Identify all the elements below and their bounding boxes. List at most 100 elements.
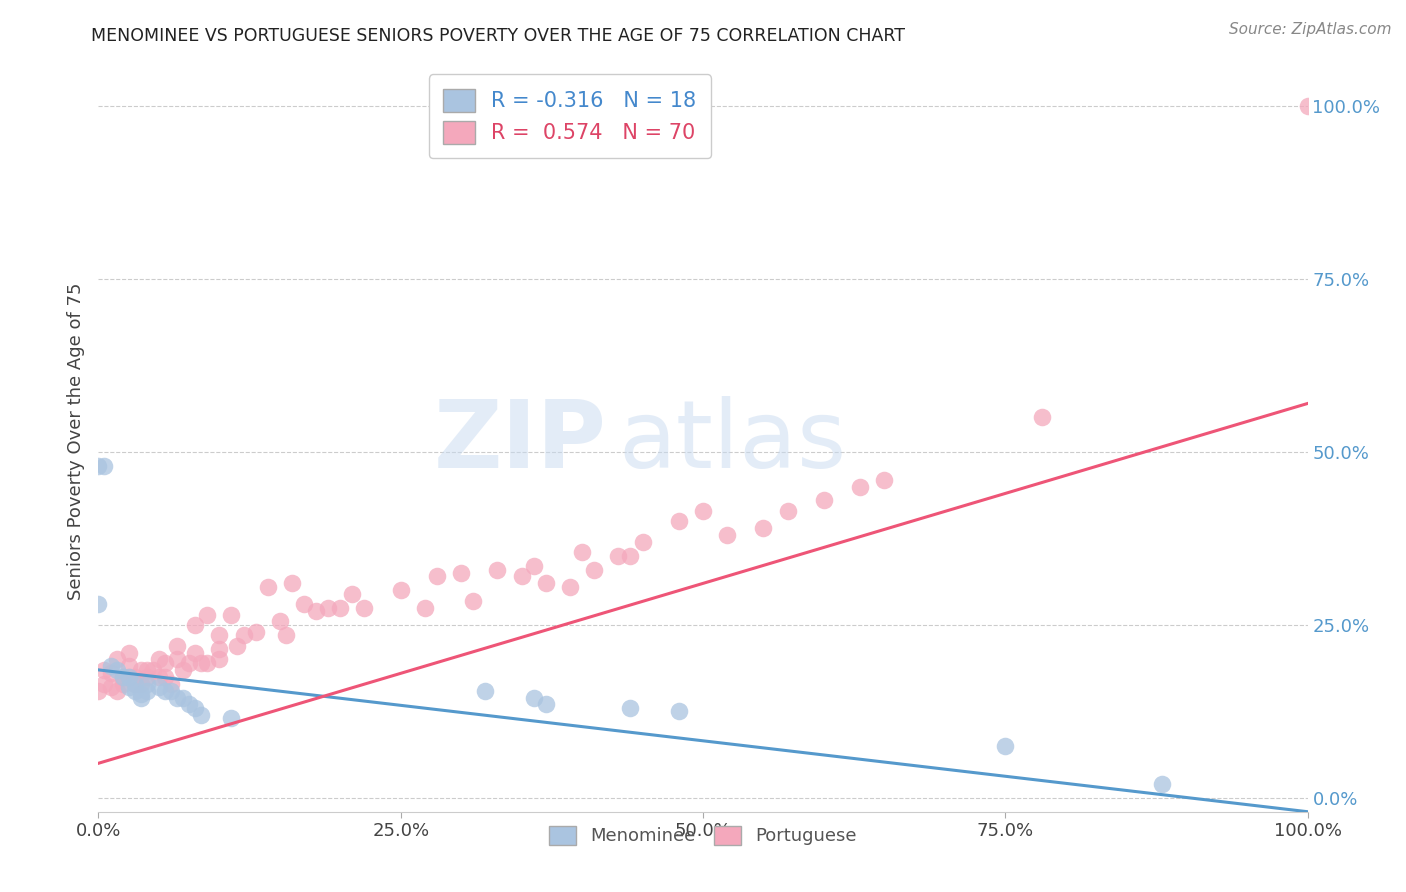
Point bbox=[316, 600, 339, 615]
Point bbox=[305, 604, 328, 618]
Point bbox=[184, 618, 207, 632]
Point bbox=[221, 607, 243, 622]
Point bbox=[87, 597, 110, 611]
Point bbox=[510, 569, 533, 583]
Point bbox=[413, 600, 436, 615]
Point bbox=[184, 701, 207, 715]
Point bbox=[153, 683, 176, 698]
Point bbox=[184, 646, 207, 660]
Point bbox=[118, 670, 141, 684]
Point bbox=[195, 656, 218, 670]
Point bbox=[1152, 777, 1174, 791]
Point bbox=[463, 593, 485, 607]
Point bbox=[619, 549, 641, 563]
Point bbox=[160, 676, 183, 690]
Point bbox=[342, 587, 364, 601]
Point bbox=[208, 642, 231, 657]
Point bbox=[153, 670, 176, 684]
Point bbox=[426, 569, 449, 583]
Point bbox=[692, 504, 714, 518]
Point bbox=[232, 628, 254, 642]
Point bbox=[994, 739, 1017, 753]
Point bbox=[148, 652, 170, 666]
Point bbox=[111, 670, 134, 684]
Point bbox=[776, 504, 799, 518]
Point bbox=[281, 576, 304, 591]
Point bbox=[873, 473, 896, 487]
Point bbox=[118, 659, 141, 673]
Point bbox=[179, 656, 201, 670]
Text: MENOMINEE VS PORTUGUESE SENIORS POVERTY OVER THE AGE OF 75 CORRELATION CHART: MENOMINEE VS PORTUGUESE SENIORS POVERTY … bbox=[91, 27, 905, 45]
Point bbox=[148, 680, 170, 694]
Point bbox=[135, 676, 157, 690]
Point bbox=[245, 624, 267, 639]
Point bbox=[1296, 99, 1319, 113]
Point bbox=[153, 656, 176, 670]
Point bbox=[124, 676, 146, 690]
Point bbox=[105, 683, 128, 698]
Point bbox=[100, 680, 122, 694]
Point bbox=[87, 683, 110, 698]
Point bbox=[160, 683, 183, 698]
Point bbox=[124, 670, 146, 684]
Point bbox=[93, 676, 115, 690]
Point bbox=[256, 580, 278, 594]
Point bbox=[195, 607, 218, 622]
Point bbox=[93, 663, 115, 677]
Point bbox=[221, 711, 243, 725]
Point bbox=[486, 563, 509, 577]
Point bbox=[208, 652, 231, 666]
Point bbox=[135, 663, 157, 677]
Point bbox=[190, 707, 212, 722]
Point bbox=[87, 458, 110, 473]
Point bbox=[849, 479, 872, 493]
Point bbox=[118, 680, 141, 694]
Point bbox=[124, 676, 146, 690]
Text: ZIP: ZIP bbox=[433, 395, 606, 488]
Point bbox=[668, 705, 690, 719]
Point bbox=[118, 646, 141, 660]
Point bbox=[752, 521, 775, 535]
Text: atlas: atlas bbox=[619, 395, 846, 488]
Point bbox=[534, 698, 557, 712]
Point bbox=[148, 670, 170, 684]
Point bbox=[172, 663, 194, 677]
Point bbox=[716, 528, 738, 542]
Y-axis label: Seniors Poverty Over the Age of 75: Seniors Poverty Over the Age of 75 bbox=[66, 283, 84, 600]
Point bbox=[100, 659, 122, 673]
Point bbox=[329, 600, 352, 615]
Point bbox=[135, 683, 157, 698]
Point bbox=[172, 690, 194, 705]
Point bbox=[111, 676, 134, 690]
Point bbox=[353, 600, 375, 615]
Point bbox=[93, 458, 115, 473]
Point bbox=[607, 549, 630, 563]
Point bbox=[124, 683, 146, 698]
Point bbox=[269, 615, 291, 629]
Point bbox=[631, 534, 654, 549]
Point bbox=[619, 701, 641, 715]
Point bbox=[129, 663, 152, 677]
Point bbox=[389, 583, 412, 598]
Point bbox=[111, 670, 134, 684]
Legend: Menominee, Portuguese: Menominee, Portuguese bbox=[540, 817, 866, 855]
Text: Source: ZipAtlas.com: Source: ZipAtlas.com bbox=[1229, 22, 1392, 37]
Point bbox=[129, 676, 152, 690]
Point bbox=[523, 690, 546, 705]
Point bbox=[1031, 410, 1053, 425]
Point bbox=[813, 493, 835, 508]
Point bbox=[474, 683, 496, 698]
Point bbox=[166, 690, 188, 705]
Point bbox=[226, 639, 249, 653]
Point bbox=[100, 666, 122, 681]
Point bbox=[166, 639, 188, 653]
Point bbox=[105, 663, 128, 677]
Point bbox=[179, 698, 201, 712]
Point bbox=[129, 690, 152, 705]
Point bbox=[190, 656, 212, 670]
Point bbox=[534, 576, 557, 591]
Point bbox=[558, 580, 581, 594]
Point bbox=[583, 563, 606, 577]
Point bbox=[142, 663, 165, 677]
Point bbox=[129, 687, 152, 701]
